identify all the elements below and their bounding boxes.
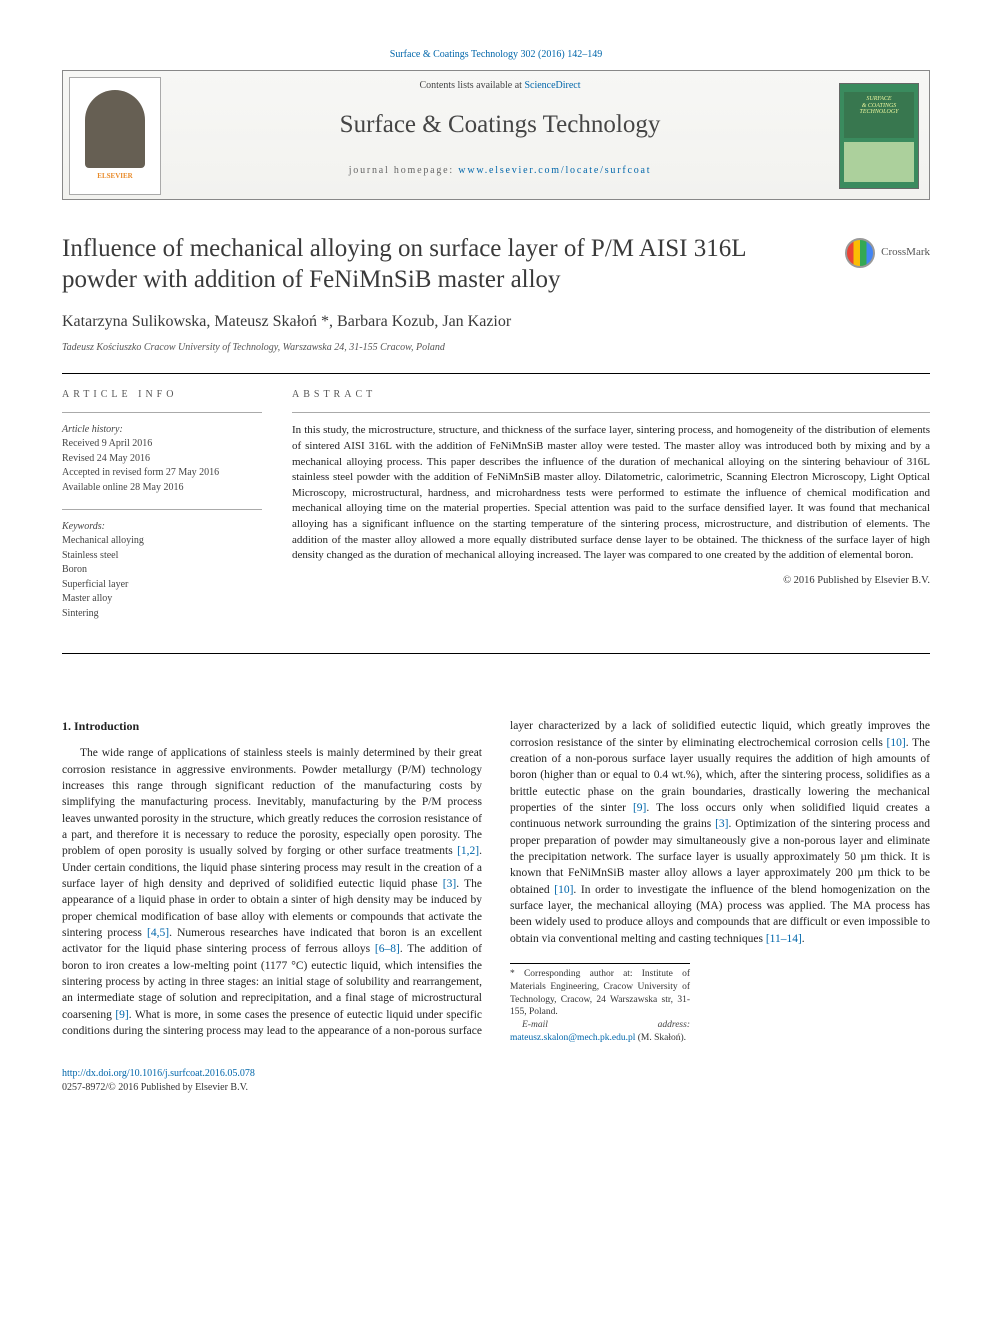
divider bbox=[62, 653, 930, 654]
journal-title: Surface & Coatings Technology bbox=[171, 107, 829, 142]
contents-prefix: Contents lists available at bbox=[419, 80, 524, 91]
history-item: Revised 24 May 2016 bbox=[62, 452, 262, 467]
keyword: Sintering bbox=[62, 607, 262, 622]
citation-link[interactable]: [4,5] bbox=[147, 927, 169, 939]
citation-link[interactable]: [3] bbox=[443, 878, 456, 890]
page-footer: http://dx.doi.org/10.1016/j.surfcoat.201… bbox=[62, 1067, 930, 1095]
divider bbox=[62, 373, 930, 374]
section-heading: 1. Introduction bbox=[62, 718, 482, 735]
history-label: Article history: bbox=[62, 423, 262, 437]
abstract-column: abstract In this study, the microstructu… bbox=[292, 388, 930, 635]
authors: Katarzyna Sulikowska, Mateusz Skałoń *, … bbox=[62, 311, 930, 333]
article-title: Influence of mechanical alloying on surf… bbox=[62, 234, 825, 295]
cover-title-band: SURFACE & COATINGS TECHNOLOGY bbox=[844, 92, 914, 138]
contents-line: Contents lists available at ScienceDirec… bbox=[171, 79, 829, 93]
citation-link[interactable]: [10] bbox=[887, 737, 906, 749]
history-item: Received 9 April 2016 bbox=[62, 437, 262, 452]
history-item: Accepted in revised form 27 May 2016 bbox=[62, 466, 262, 481]
paragraph: The wide range of applications of stainl… bbox=[62, 718, 930, 1044]
citation-link[interactable]: [3] bbox=[715, 818, 728, 830]
keyword: Boron bbox=[62, 563, 262, 578]
footnotes: * Corresponding author at: Institute of … bbox=[510, 963, 690, 1045]
citation-link[interactable]: [10] bbox=[554, 884, 573, 896]
keyword: Superficial layer bbox=[62, 578, 262, 593]
corresponding-author: * Corresponding author at: Institute of … bbox=[510, 968, 690, 1019]
divider bbox=[62, 509, 262, 510]
citation-link[interactable]: [1,2] bbox=[457, 845, 479, 857]
email-suffix: (M. Skałoń). bbox=[638, 1033, 686, 1043]
divider bbox=[292, 412, 930, 413]
elsevier-logo-text: ELSEVIER bbox=[97, 172, 132, 182]
sciencedirect-link[interactable]: ScienceDirect bbox=[524, 80, 580, 91]
abstract-text: In this study, the microstructure, struc… bbox=[292, 423, 930, 563]
history-item: Available online 28 May 2016 bbox=[62, 481, 262, 496]
running-head: Surface & Coatings Technology 302 (2016)… bbox=[62, 48, 930, 62]
crossmark-badge[interactable]: CrossMark bbox=[845, 238, 930, 268]
homepage-link[interactable]: www.elsevier.com/locate/surfcoat bbox=[458, 165, 651, 176]
abstract-copyright: © 2016 Published by Elsevier B.V. bbox=[292, 574, 930, 589]
elsevier-logo: ELSEVIER bbox=[69, 77, 161, 195]
crossmark-label: CrossMark bbox=[881, 245, 930, 260]
keyword: Stainless steel bbox=[62, 549, 262, 564]
journal-homepage: journal homepage: www.elsevier.com/locat… bbox=[171, 164, 829, 178]
keywords-list: Mechanical alloying Stainless steel Boro… bbox=[62, 534, 262, 621]
journal-header: ELSEVIER Contents lists available at Sci… bbox=[62, 70, 930, 200]
divider bbox=[62, 412, 262, 413]
cover-image-area bbox=[844, 142, 914, 182]
citation-link[interactable]: [11–14] bbox=[766, 933, 802, 945]
citation-link[interactable]: [6–8] bbox=[375, 943, 400, 955]
history-list: Received 9 April 2016 Revised 24 May 201… bbox=[62, 437, 262, 495]
author-email-link[interactable]: mateusz.skalon@mech.pk.edu.pl bbox=[510, 1033, 635, 1043]
abstract-heading: abstract bbox=[292, 388, 930, 402]
homepage-prefix: journal homepage: bbox=[349, 165, 459, 176]
crossmark-icon bbox=[845, 238, 875, 268]
doi-link[interactable]: http://dx.doi.org/10.1016/j.surfcoat.201… bbox=[62, 1068, 255, 1079]
body-text: 1. Introduction The wide range of applic… bbox=[62, 718, 930, 1044]
issn-copyright: 0257-8972/© 2016 Published by Elsevier B… bbox=[62, 1081, 930, 1095]
affiliation: Tadeusz Kościuszko Cracow University of … bbox=[62, 341, 930, 355]
keyword: Master alloy bbox=[62, 592, 262, 607]
article-info-column: article info Article history: Received 9… bbox=[62, 388, 262, 635]
journal-cover-thumb: SURFACE & COATINGS TECHNOLOGY bbox=[839, 83, 919, 189]
article-info-heading: article info bbox=[62, 388, 262, 402]
citation-link[interactable]: [9] bbox=[633, 802, 646, 814]
elsevier-tree-icon bbox=[85, 90, 145, 168]
citation-link[interactable]: [9] bbox=[115, 1009, 128, 1021]
keywords-label: Keywords: bbox=[62, 520, 262, 534]
email-label: E-mail address: bbox=[522, 1020, 690, 1030]
keyword: Mechanical alloying bbox=[62, 534, 262, 549]
